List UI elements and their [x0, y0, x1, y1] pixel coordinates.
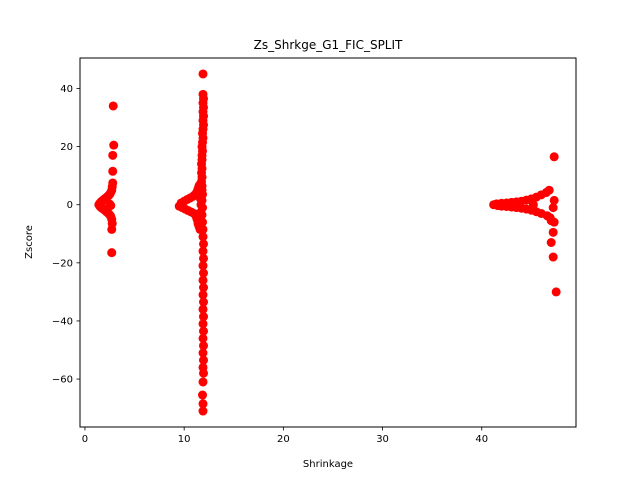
- data-point: [546, 238, 556, 247]
- y-tick-label: 0: [67, 200, 73, 211]
- x-tick-label: 10: [178, 434, 191, 445]
- data-point: [548, 227, 558, 237]
- data-point: [197, 195, 207, 205]
- data-point: [549, 217, 559, 227]
- data-point: [198, 399, 208, 409]
- data-point: [198, 203, 208, 213]
- y-axis: −60 −40 −20 0 20 40: [52, 84, 80, 386]
- data-point: [108, 101, 118, 111]
- data-point: [199, 326, 208, 336]
- y-tick-label: −20: [52, 258, 73, 269]
- data-point: [198, 377, 208, 387]
- data-point: [199, 341, 208, 351]
- data-point: [198, 406, 208, 416]
- data-point: [199, 355, 208, 365]
- data-point: [198, 224, 208, 234]
- data-point: [198, 261, 208, 271]
- data-point: [199, 312, 208, 322]
- data-point: [106, 201, 116, 211]
- data-point: [198, 390, 208, 400]
- points-layer: [94, 69, 561, 416]
- x-axis: 0 10 20 30 40: [82, 427, 488, 445]
- data-point: [198, 319, 208, 329]
- data-point: [199, 283, 208, 293]
- data-point: [198, 246, 208, 256]
- data-point: [108, 178, 118, 188]
- y-tick-label: −40: [52, 316, 73, 327]
- data-point: [548, 203, 558, 213]
- data-point: [108, 150, 118, 160]
- data-point: [198, 217, 208, 227]
- data-point: [199, 297, 208, 307]
- data-point: [198, 348, 208, 358]
- chart-title: Zs_Shrkge_G1_FIC_SPLIT: [254, 38, 403, 52]
- data-point: [528, 200, 538, 210]
- y-tick-label: 40: [60, 84, 73, 95]
- data-point: [514, 200, 524, 210]
- data-point: [199, 253, 208, 263]
- plot-frame: [79, 57, 577, 428]
- x-axis-label: Shrinkage: [303, 459, 353, 470]
- data-point: [549, 152, 559, 162]
- data-point: [198, 304, 208, 314]
- data-point: [549, 195, 559, 205]
- data-point: [198, 69, 208, 79]
- data-point: [197, 210, 207, 220]
- data-point: [551, 287, 561, 297]
- x-tick-label: 40: [475, 434, 488, 445]
- data-point: [198, 290, 208, 300]
- x-tick-label: 20: [277, 434, 290, 445]
- data-point: [109, 140, 119, 150]
- data-point: [199, 268, 208, 278]
- data-point: [198, 333, 208, 343]
- data-point: [199, 239, 208, 249]
- y-axis-label: Zscore: [24, 225, 35, 259]
- y-tick-label: 20: [60, 142, 73, 153]
- data-point: [198, 232, 208, 242]
- data-point: [544, 185, 554, 195]
- data-point: [199, 368, 208, 378]
- data-point: [107, 224, 117, 234]
- data-point: [198, 275, 208, 285]
- data-point: [108, 166, 118, 176]
- data-point: [107, 248, 117, 258]
- x-tick-label: 30: [376, 434, 389, 445]
- data-point: [548, 252, 558, 262]
- y-tick-label: −60: [52, 375, 73, 386]
- x-tick-label: 0: [82, 434, 88, 445]
